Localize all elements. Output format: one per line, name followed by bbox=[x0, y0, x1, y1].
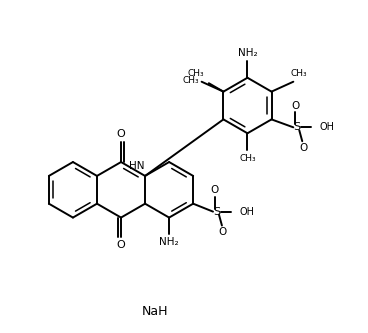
Text: O: O bbox=[117, 129, 125, 139]
Text: S: S bbox=[294, 122, 301, 132]
Text: O: O bbox=[291, 101, 300, 111]
Text: CH₃: CH₃ bbox=[187, 69, 204, 78]
Text: CH₃: CH₃ bbox=[182, 76, 199, 85]
Text: HN: HN bbox=[130, 161, 145, 171]
Text: O: O bbox=[117, 240, 125, 250]
Text: CH₃: CH₃ bbox=[239, 154, 256, 163]
Text: O: O bbox=[299, 143, 307, 153]
Text: S: S bbox=[213, 206, 220, 217]
Text: NH₂: NH₂ bbox=[159, 237, 179, 247]
Text: NaH: NaH bbox=[142, 305, 169, 318]
Text: O: O bbox=[219, 227, 227, 237]
Text: O: O bbox=[211, 185, 219, 195]
Text: OH: OH bbox=[319, 122, 334, 132]
Text: OH: OH bbox=[240, 206, 255, 217]
Text: NH₂: NH₂ bbox=[238, 48, 257, 58]
Text: CH₃: CH₃ bbox=[291, 69, 308, 78]
